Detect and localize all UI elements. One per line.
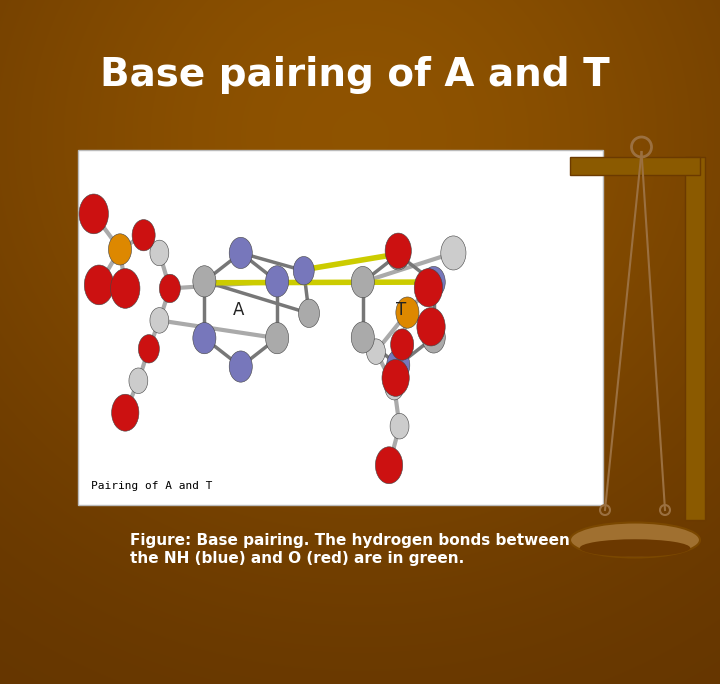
- Circle shape: [385, 233, 411, 269]
- Circle shape: [351, 267, 374, 298]
- Text: Pairing of A and T: Pairing of A and T: [91, 481, 212, 491]
- Text: Base pairing of A and T: Base pairing of A and T: [100, 56, 610, 94]
- Circle shape: [109, 234, 132, 265]
- Circle shape: [366, 339, 385, 365]
- Circle shape: [129, 368, 148, 393]
- Circle shape: [422, 267, 445, 298]
- Circle shape: [159, 274, 181, 302]
- Circle shape: [382, 360, 409, 396]
- Circle shape: [387, 239, 410, 270]
- Circle shape: [441, 236, 466, 270]
- Circle shape: [396, 297, 419, 328]
- Text: Figure: Base pairing. The hydrogen bonds between: Figure: Base pairing. The hydrogen bonds…: [130, 533, 570, 548]
- Circle shape: [193, 323, 216, 354]
- Circle shape: [293, 256, 314, 285]
- Circle shape: [384, 374, 404, 400]
- Circle shape: [390, 413, 409, 439]
- Circle shape: [111, 269, 140, 308]
- Circle shape: [132, 220, 156, 251]
- Circle shape: [266, 323, 289, 354]
- Circle shape: [391, 329, 414, 360]
- Circle shape: [84, 265, 114, 305]
- Circle shape: [79, 194, 109, 234]
- Circle shape: [229, 237, 252, 269]
- Circle shape: [422, 321, 445, 353]
- Bar: [570, 157, 700, 175]
- Circle shape: [150, 240, 168, 265]
- Circle shape: [299, 299, 320, 328]
- Text: A: A: [233, 301, 244, 319]
- Circle shape: [375, 447, 402, 484]
- Circle shape: [266, 265, 289, 297]
- Circle shape: [387, 350, 410, 381]
- Bar: [685, 157, 705, 520]
- Circle shape: [150, 308, 168, 333]
- Bar: [78, 150, 603, 505]
- Circle shape: [112, 394, 139, 431]
- Circle shape: [138, 334, 159, 363]
- Ellipse shape: [580, 539, 690, 557]
- Text: the NH (blue) and O (red) are in green.: the NH (blue) and O (red) are in green.: [130, 551, 464, 566]
- Circle shape: [417, 308, 445, 346]
- Ellipse shape: [570, 523, 700, 557]
- Circle shape: [351, 321, 374, 353]
- Circle shape: [229, 351, 252, 382]
- Circle shape: [193, 265, 216, 297]
- Text: T: T: [396, 301, 406, 319]
- Circle shape: [414, 269, 443, 307]
